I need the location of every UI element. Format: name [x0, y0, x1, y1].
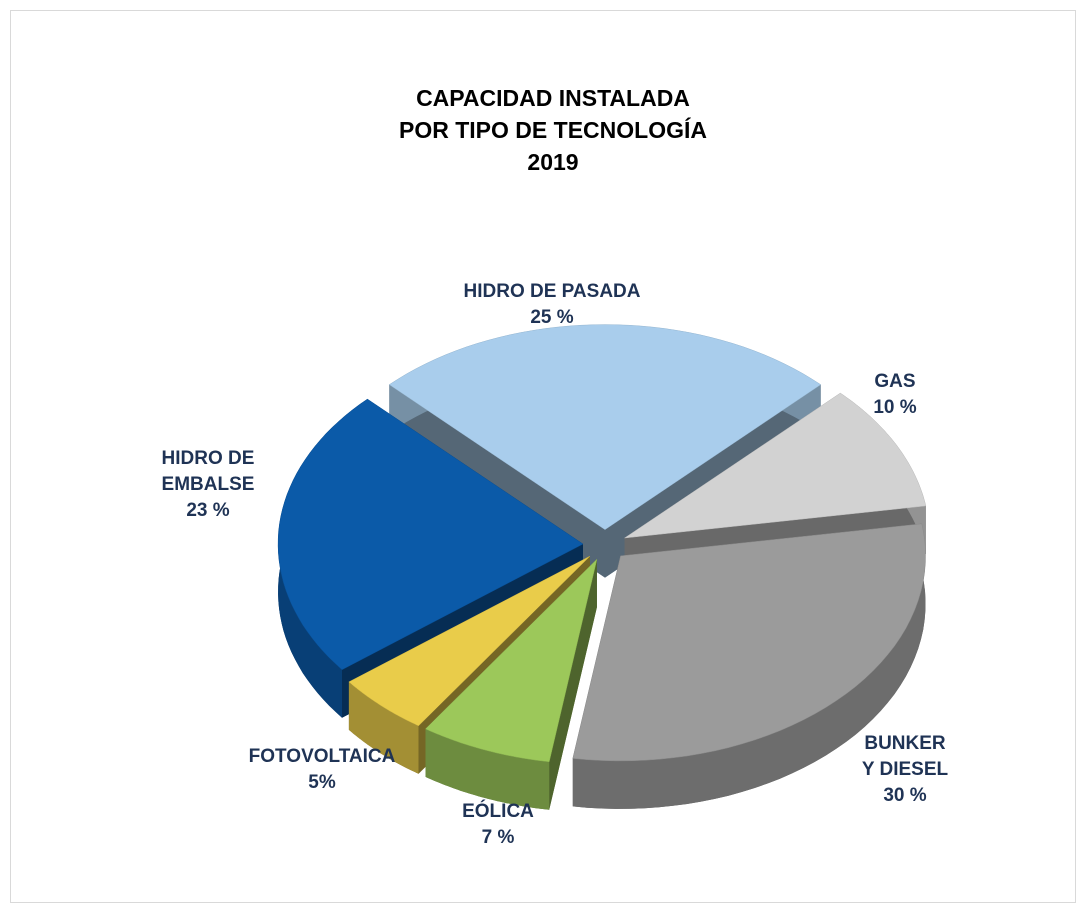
slice	[572, 523, 926, 762]
chart-title: CAPACIDAD INSTALADA POR TIPO DE TECNOLOG…	[399, 85, 707, 175]
value-label: 5%	[308, 772, 336, 793]
slice	[277, 398, 584, 671]
slice-rim	[572, 523, 926, 809]
slice	[388, 324, 822, 530]
value-label: 10 %	[873, 397, 917, 418]
slice-label: EÓLICA	[462, 801, 534, 822]
slice-label: HIDRO DE EMBALSE	[161, 448, 255, 495]
slice-label: BUNKER Y DIESEL	[861, 733, 949, 780]
slice-label: FOTOVOLTAICA	[248, 746, 396, 767]
slice-label: HIDRO DE PASADA	[463, 281, 641, 302]
slice-wall	[549, 559, 597, 810]
value-label: 30 %	[883, 785, 927, 806]
slice	[624, 392, 927, 539]
value-label: 25 %	[530, 307, 574, 328]
slice-rim	[348, 681, 419, 774]
slice-label: GAS	[874, 371, 916, 392]
chart-frame	[10, 10, 1076, 903]
slice-rim	[425, 728, 550, 810]
value-label: 7 %	[481, 827, 515, 848]
slice	[348, 555, 591, 727]
value-label: 23 %	[186, 500, 230, 521]
slice	[425, 558, 598, 763]
